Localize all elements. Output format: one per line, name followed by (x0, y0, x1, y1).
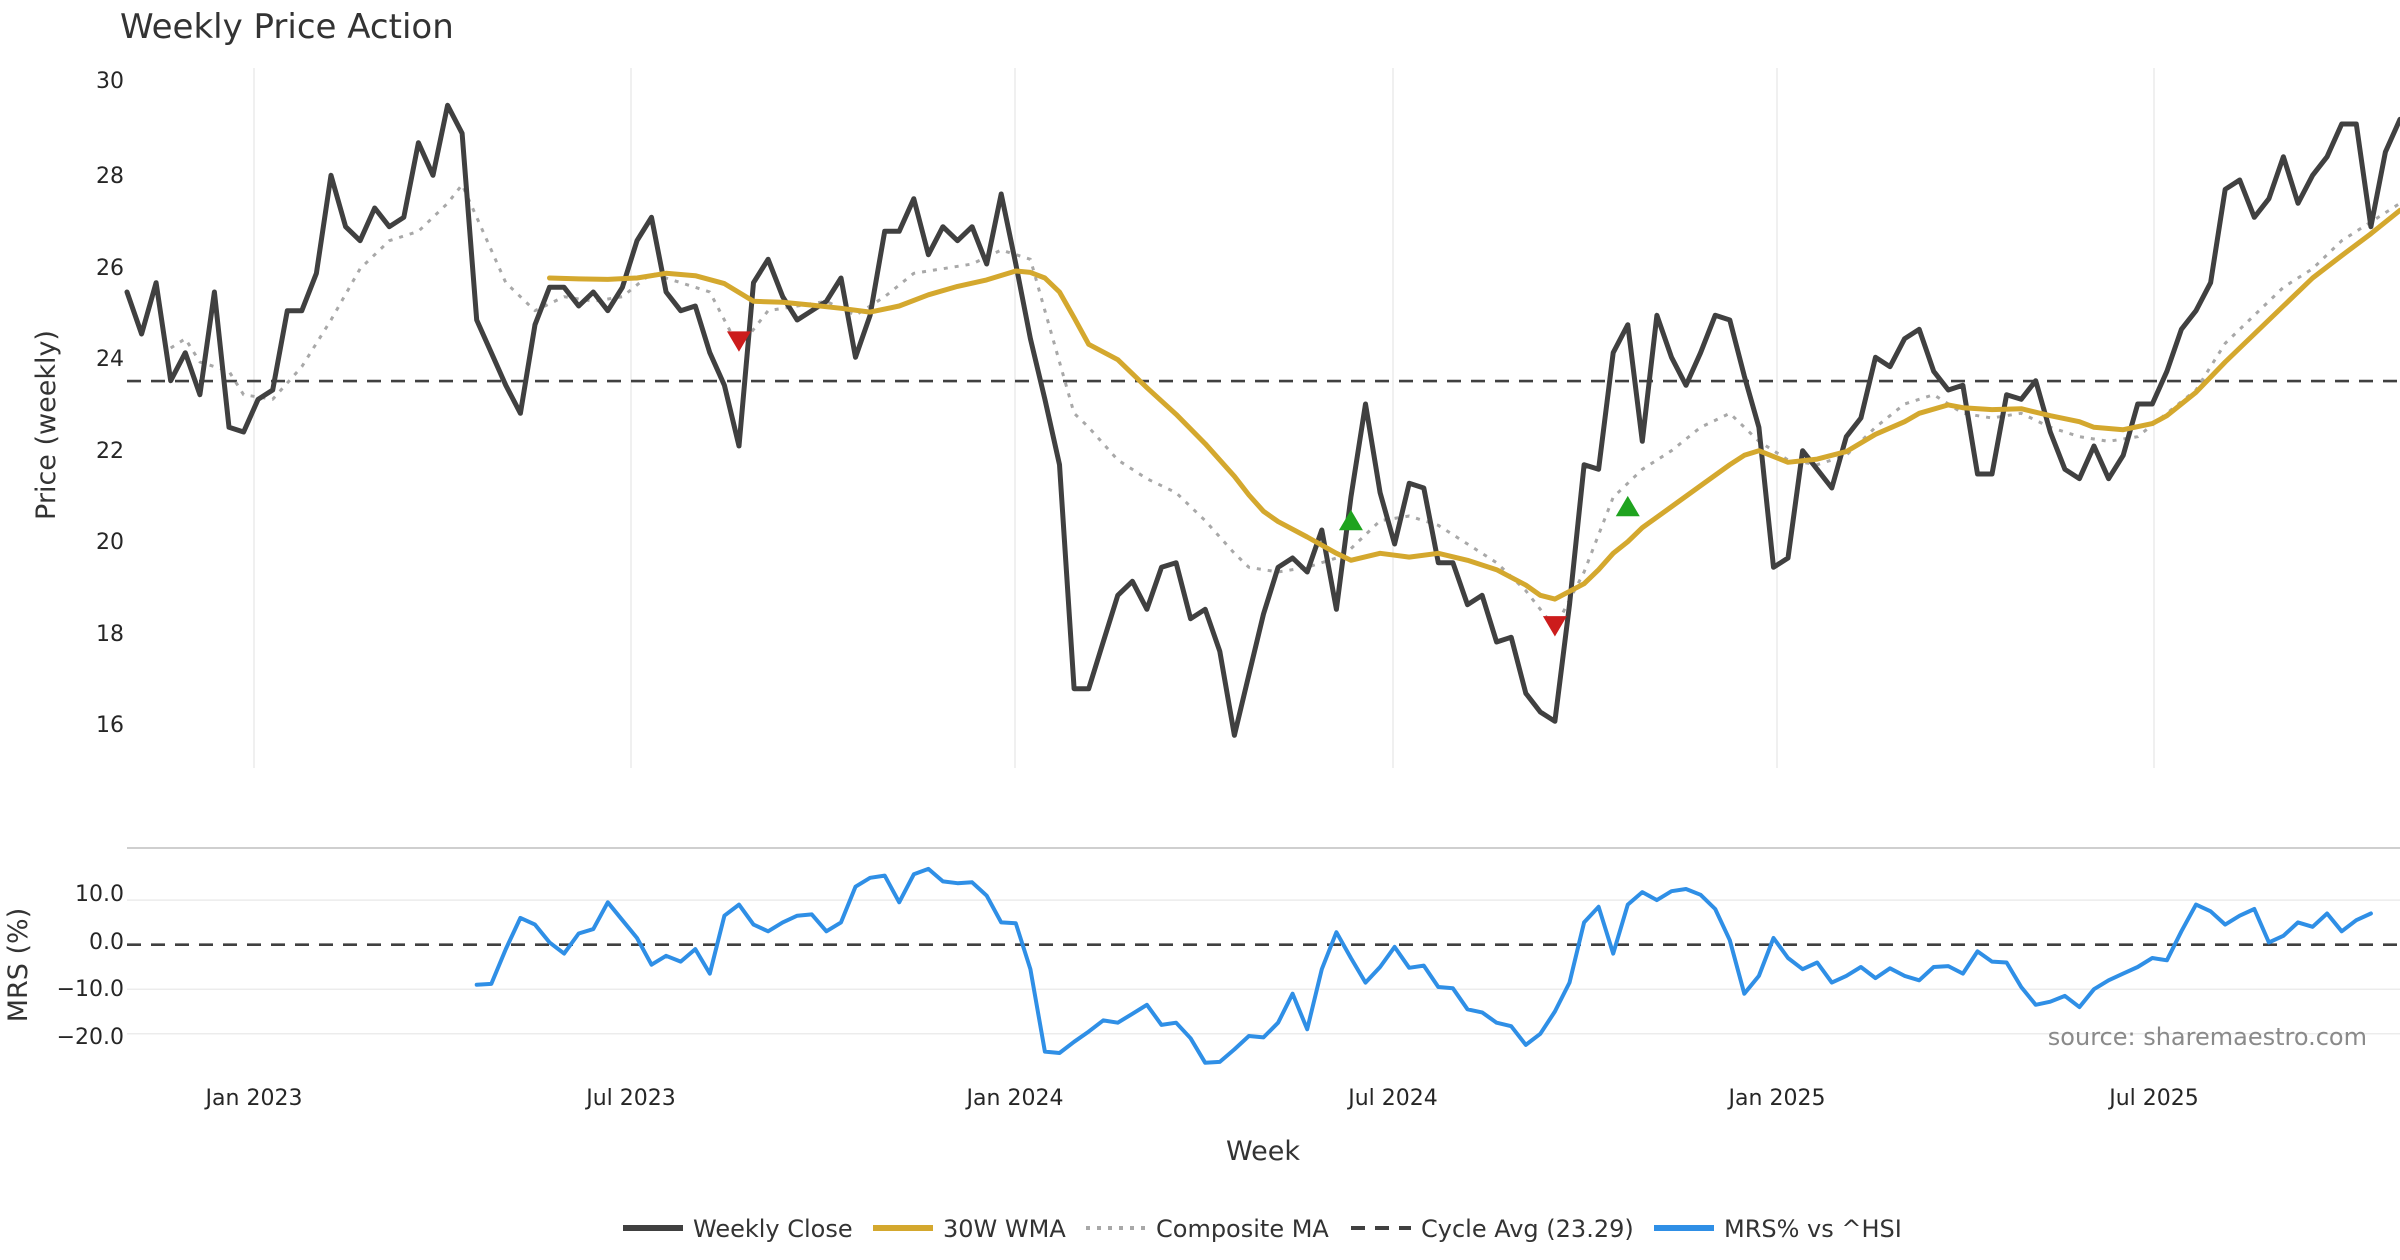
source-credit: source: sharemaestro.com (2048, 1023, 2367, 1051)
mrs-series-group (127, 866, 2400, 1065)
legend-label: Weekly Close (693, 1215, 853, 1243)
legend-label: Composite MA (1156, 1215, 1329, 1243)
legend-item-mrs: MRS% vs ^HSI (1654, 1215, 1902, 1243)
price-y-axis-title: Price (weekly) (31, 330, 62, 520)
price-panel: 16 18 20 22 24 26 28 30 Price (weekly) (31, 68, 2400, 768)
sell-signal-marker (1542, 616, 1567, 637)
price-ytick-label: 30 (96, 69, 124, 94)
legend-item-composite-ma: Composite MA (1086, 1215, 1329, 1243)
buy-signal-marker (1615, 495, 1640, 517)
series-composite-ma (169, 183, 2400, 630)
xtick-label: Jan 2024 (965, 1086, 1064, 1111)
price-ytick-label: 24 (96, 347, 124, 372)
chart-title: Weekly Price Action (120, 7, 454, 47)
mrs-ytick-label: 0.0 (89, 930, 124, 955)
buy-signal-marker (1338, 509, 1363, 531)
legend-label: 30W WMA (943, 1215, 1066, 1243)
legend-label: Cycle Avg (23.29) (1421, 1215, 1634, 1243)
mrs-panel: 10.0 0.0 −10.0 −20.0 MRS (%) source: sha… (3, 866, 2400, 1065)
price-ytick-label: 18 (96, 622, 124, 647)
x-axis-title: Week (1226, 1136, 1300, 1167)
price-vertical-grid (253, 68, 2155, 768)
signal-markers (726, 331, 1640, 637)
mrs-ytick-label: −10.0 (57, 977, 124, 1002)
xtick-label: Jul 2024 (1346, 1086, 1438, 1111)
mrs-y-ticks: 10.0 0.0 −10.0 −20.0 (57, 882, 124, 1050)
legend-item-weekly-close: Weekly Close (623, 1215, 853, 1243)
mrs-y-axis-title: MRS (%) (3, 908, 34, 1023)
sell-signal-marker (726, 331, 751, 352)
price-ytick-label: 22 (96, 439, 124, 464)
series-30w-wma (547, 207, 2400, 602)
mrs-ytick-label: 10.0 (75, 882, 124, 907)
legend-item-30w-wma: 30W WMA (873, 1215, 1066, 1243)
price-ytick-label: 28 (96, 164, 124, 189)
xtick-label: Jul 2023 (584, 1086, 676, 1111)
series-mrs-vs-hsi (474, 866, 2373, 1065)
price-y-ticks: 16 18 20 22 24 26 28 30 (96, 69, 124, 738)
xtick-label: Jul 2025 (2107, 1086, 2199, 1111)
price-ytick-label: 20 (96, 530, 124, 555)
legend-label: MRS% vs ^HSI (1724, 1215, 1902, 1243)
series-weekly-close (124, 102, 2400, 738)
legend: Weekly Close 30W WMA Composite MA Cycle … (623, 1215, 1902, 1243)
price-ytick-label: 26 (96, 256, 124, 281)
xtick-label: Jan 2025 (1727, 1086, 1826, 1111)
mrs-ytick-label: −20.0 (57, 1025, 124, 1050)
mrs-horizontal-grid (127, 899, 2400, 1035)
legend-item-cycle-avg: Cycle Avg (23.29) (1351, 1215, 1634, 1243)
x-tick-labels: Jan 2023 Jul 2023 Jan 2024 Jul 2024 Jan … (204, 1086, 2199, 1111)
price-ytick-label: 16 (96, 713, 124, 738)
xtick-label: Jan 2023 (204, 1086, 303, 1111)
price-series-group (124, 102, 2400, 738)
